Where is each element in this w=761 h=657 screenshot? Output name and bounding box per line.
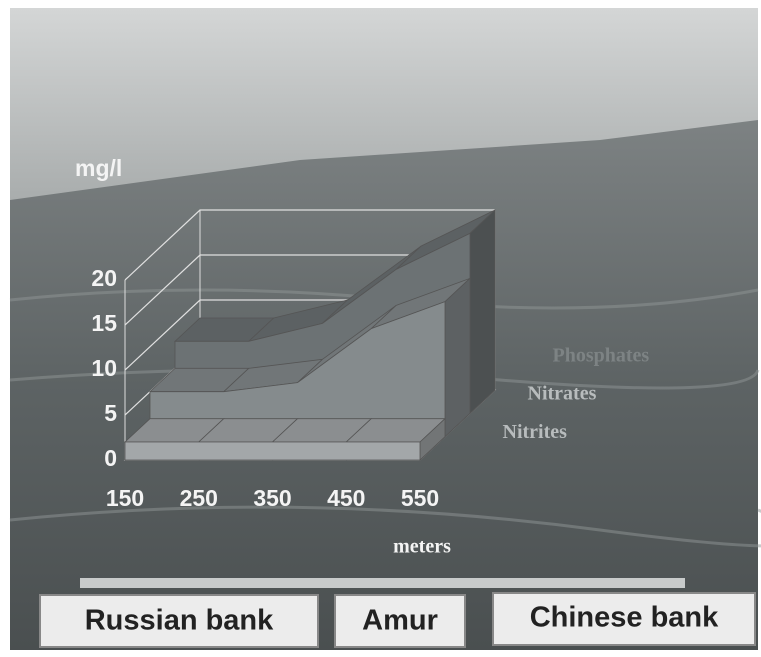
x-tick-label: 250 bbox=[180, 485, 218, 511]
grid-line bbox=[124, 254, 495, 326]
side-face bbox=[444, 277, 471, 438]
x-axis-label: meters bbox=[393, 536, 451, 558]
area bbox=[124, 441, 421, 461]
legend-label: Nitrites bbox=[503, 421, 568, 443]
legend-label: Phosphates bbox=[553, 344, 650, 366]
footer-label: Russian bank bbox=[85, 605, 274, 637]
footer-box bbox=[492, 592, 756, 646]
y-tick-label: 15 bbox=[91, 310, 117, 336]
footer-label: Amur bbox=[362, 605, 438, 637]
x-tick-label: 550 bbox=[401, 485, 439, 511]
x-tick-label: 450 bbox=[327, 485, 365, 511]
legend-label: Nitrates bbox=[528, 383, 597, 405]
y-tick-label: 20 bbox=[91, 265, 117, 291]
y-tick-label: 0 bbox=[104, 445, 117, 471]
y-tick-label: 10 bbox=[91, 355, 117, 381]
y-axis-label: mg/l bbox=[75, 155, 122, 181]
x-tick-label: 350 bbox=[253, 485, 291, 511]
side-face bbox=[469, 209, 496, 415]
bank-line bbox=[80, 578, 685, 588]
footer-box bbox=[334, 594, 466, 648]
x-tick-label: 150 bbox=[106, 485, 144, 511]
y-tick-label: 5 bbox=[104, 400, 117, 426]
grid-line bbox=[124, 209, 495, 281]
footer-label: Chinese bank bbox=[530, 602, 719, 634]
footer-box bbox=[39, 594, 319, 648]
area bbox=[149, 301, 446, 438]
